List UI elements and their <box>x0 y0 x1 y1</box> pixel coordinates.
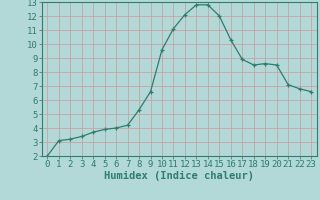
X-axis label: Humidex (Indice chaleur): Humidex (Indice chaleur) <box>104 171 254 181</box>
